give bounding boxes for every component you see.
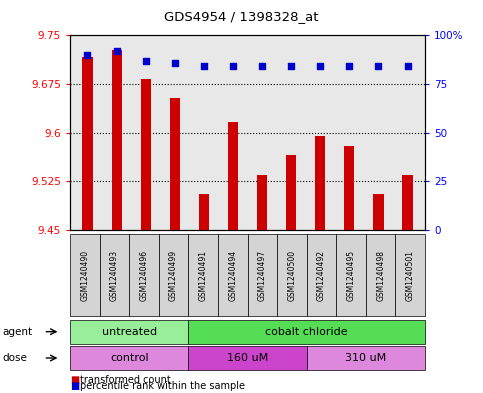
Text: percentile rank within the sample: percentile rank within the sample <box>80 381 245 391</box>
Text: GDS4954 / 1398328_at: GDS4954 / 1398328_at <box>164 10 319 23</box>
Text: GSM1240499: GSM1240499 <box>169 250 178 301</box>
Bar <box>402 175 412 230</box>
Text: GSM1240496: GSM1240496 <box>140 250 148 301</box>
Bar <box>286 155 296 230</box>
Text: GSM1240501: GSM1240501 <box>406 250 415 301</box>
Bar <box>228 121 238 230</box>
Point <box>375 63 383 70</box>
Point <box>142 57 150 64</box>
Point <box>171 59 179 66</box>
Text: cobalt chloride: cobalt chloride <box>265 327 348 337</box>
Bar <box>257 175 267 230</box>
Text: ■: ■ <box>70 375 79 385</box>
Text: GSM1240500: GSM1240500 <box>287 250 297 301</box>
Bar <box>112 50 122 230</box>
Text: untreated: untreated <box>101 327 157 337</box>
Text: GSM1240497: GSM1240497 <box>258 250 267 301</box>
Text: GSM1240491: GSM1240491 <box>199 250 208 301</box>
Text: GSM1240495: GSM1240495 <box>347 250 355 301</box>
Point <box>84 51 91 58</box>
Point <box>345 63 353 70</box>
Text: agent: agent <box>2 327 32 337</box>
Bar <box>315 136 326 230</box>
Point <box>113 48 120 54</box>
Point <box>258 63 266 70</box>
Text: GSM1240492: GSM1240492 <box>317 250 326 301</box>
Point <box>200 63 208 70</box>
Point <box>316 63 324 70</box>
Text: GSM1240493: GSM1240493 <box>110 250 119 301</box>
Bar <box>373 194 384 230</box>
Text: GSM1240494: GSM1240494 <box>228 250 237 301</box>
Text: GSM1240490: GSM1240490 <box>80 250 89 301</box>
Bar <box>199 194 209 230</box>
Point <box>287 63 295 70</box>
Text: control: control <box>110 353 148 363</box>
Text: 160 uM: 160 uM <box>227 353 268 363</box>
Point <box>404 63 412 70</box>
Bar <box>141 79 151 230</box>
Bar <box>83 57 93 230</box>
Text: ■: ■ <box>70 381 79 391</box>
Bar <box>344 145 355 230</box>
Text: transformed count: transformed count <box>80 375 170 385</box>
Text: 310 uM: 310 uM <box>345 353 386 363</box>
Text: GSM1240498: GSM1240498 <box>376 250 385 301</box>
Text: dose: dose <box>2 353 28 363</box>
Point <box>229 63 237 70</box>
Bar <box>170 98 180 230</box>
